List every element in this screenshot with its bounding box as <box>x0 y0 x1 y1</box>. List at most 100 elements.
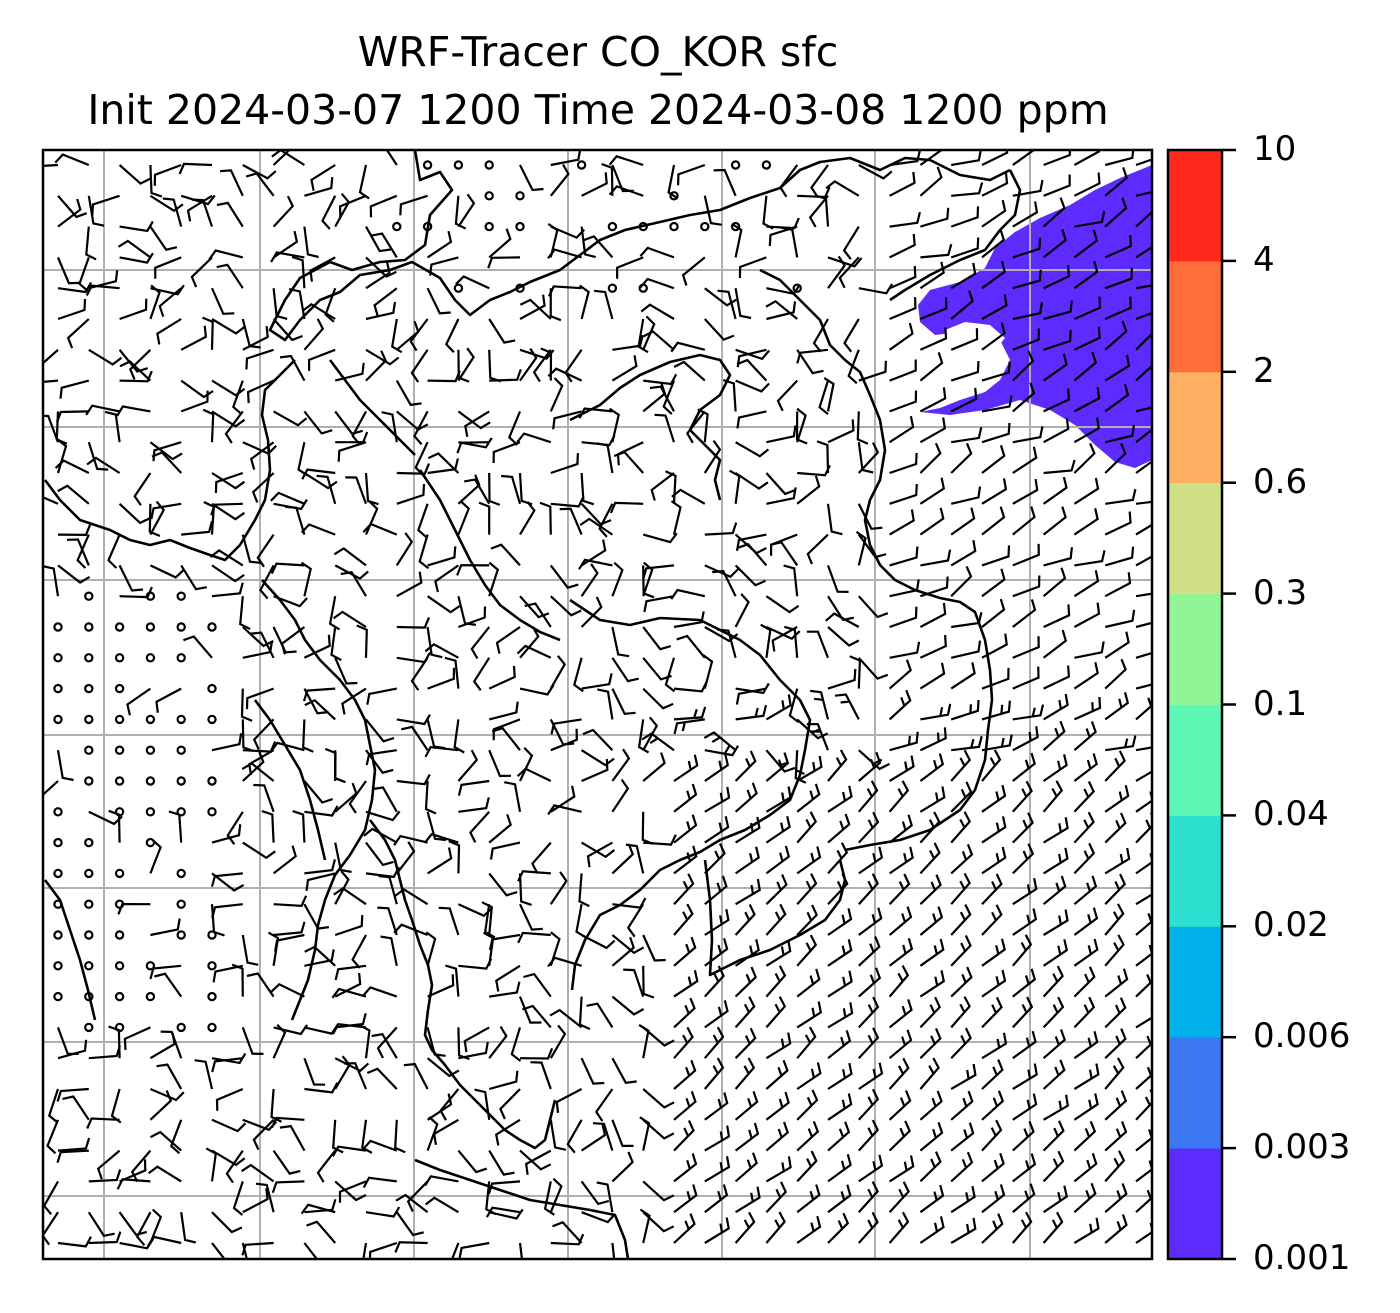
wind-barb <box>1043 174 1071 197</box>
wind-barb <box>492 718 521 741</box>
wind-barb <box>704 938 729 967</box>
wind-barb <box>518 1242 524 1259</box>
wind-barb <box>766 301 797 321</box>
wind-barb <box>550 718 582 735</box>
wind-barb <box>950 904 972 936</box>
wind-barb <box>1042 939 1069 967</box>
wind-barb <box>246 379 275 404</box>
wind-barb <box>153 163 182 186</box>
wind-barb <box>149 564 185 579</box>
wind-barb <box>642 1118 675 1140</box>
wind-barb <box>88 1231 122 1245</box>
wind-barb <box>211 1118 247 1133</box>
wind-barb <box>549 1024 567 1059</box>
wind-barb <box>519 501 536 536</box>
wind-barb <box>271 1180 305 1194</box>
wind-barb <box>231 963 244 997</box>
wind-barb <box>334 1180 367 1202</box>
wind-barb <box>612 334 644 351</box>
wind-barb <box>1073 721 1097 752</box>
wind-barb <box>1135 651 1152 659</box>
wind-barb <box>596 442 614 474</box>
wind-barb <box>734 750 757 782</box>
wind-barb <box>216 263 244 289</box>
wind-barb <box>810 164 829 198</box>
wind-barb <box>1074 550 1106 567</box>
wind-barb <box>457 779 490 796</box>
calm-wind-marker <box>145 622 156 632</box>
wind-barb <box>1073 1182 1097 1214</box>
wind-barb <box>251 472 275 503</box>
wind-barb <box>303 226 319 259</box>
wind-barb <box>611 995 645 1016</box>
wind-barb <box>549 377 564 412</box>
wind-barb <box>487 256 521 269</box>
wind-barb <box>490 543 521 567</box>
wind-barb <box>796 1026 817 1059</box>
wind-barb <box>783 625 799 658</box>
wind-barb <box>858 936 881 967</box>
wind-barb <box>796 904 819 936</box>
wind-barb <box>735 379 770 393</box>
wind-barb <box>531 841 552 874</box>
wind-barb <box>1135 1066 1152 1090</box>
wind-barb <box>1042 506 1067 536</box>
wind-barb <box>559 507 583 536</box>
wind-barb <box>242 325 269 351</box>
wind-barb <box>919 906 944 936</box>
wind-barb <box>858 360 887 382</box>
wind-barb <box>1104 1057 1125 1090</box>
wind-barb <box>596 1181 614 1213</box>
wind-barb <box>202 316 214 350</box>
wind-barb <box>586 1002 614 1028</box>
wind-barb <box>458 1241 490 1259</box>
wind-barb <box>950 328 979 351</box>
wind-barb <box>1073 172 1101 197</box>
wind-barb <box>796 348 829 364</box>
wind-barb <box>796 934 818 967</box>
wind-barb <box>149 194 184 213</box>
colorbar-frame <box>1166 148 1224 1261</box>
calm-wind-marker <box>114 745 125 755</box>
wind-barb <box>888 659 912 690</box>
wind-barb <box>855 530 867 566</box>
wind-barb <box>273 410 308 427</box>
wind-barb <box>736 358 768 382</box>
wind-barb <box>981 422 1011 444</box>
wind-barb <box>734 938 760 967</box>
wind-barb <box>522 1004 552 1029</box>
wind-barb <box>334 657 358 685</box>
wind-barb <box>981 1059 1004 1090</box>
wind-barb <box>1012 908 1038 936</box>
wind-barb <box>1012 1030 1037 1060</box>
calm-wind-marker <box>84 591 94 601</box>
wind-barb <box>457 410 491 430</box>
wind-barb <box>649 385 675 412</box>
wind-barb <box>1104 167 1128 197</box>
wind-barb <box>981 568 1006 598</box>
wind-barb <box>950 1151 974 1183</box>
wind-barb <box>225 1149 244 1184</box>
wind-barb <box>580 1057 605 1085</box>
wind-barb <box>642 1180 675 1202</box>
wind-barb <box>919 727 947 752</box>
wind-barb <box>220 169 244 197</box>
wind-barb <box>43 163 59 168</box>
wind-barb <box>303 903 330 930</box>
wind-barb <box>333 887 367 906</box>
wind-barb <box>366 687 398 705</box>
calm-wind-marker <box>145 961 156 971</box>
wind-barb <box>827 1029 852 1060</box>
wind-barb <box>1104 968 1129 998</box>
wind-barb <box>1073 996 1096 1029</box>
wind-barb <box>457 193 476 228</box>
wind-barb <box>426 595 461 614</box>
wind-barb <box>301 468 336 480</box>
calm-wind-marker <box>392 221 402 232</box>
wind-barb <box>671 488 706 505</box>
wind-barb <box>827 419 855 444</box>
calm-wind-marker <box>114 622 125 632</box>
wind-barb <box>1011 1211 1033 1244</box>
wind-barb <box>1104 546 1135 567</box>
wind-barb <box>457 595 477 626</box>
